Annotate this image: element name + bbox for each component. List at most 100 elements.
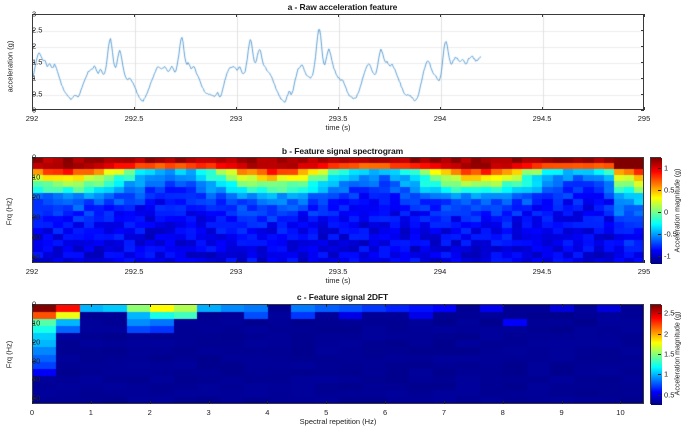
panel-b-xtick-mark xyxy=(236,260,237,263)
panel-b-xtick-mark xyxy=(134,260,135,263)
panel-c-colorbar-tick-label: 0.5 xyxy=(664,390,675,400)
panel-c-xtick-mark-top xyxy=(32,304,33,307)
panel-c-xtick-label: 3 xyxy=(206,408,211,417)
panel-c-colorbar-tick-label: 1 xyxy=(664,369,669,379)
panel-a-plot-area xyxy=(32,14,644,110)
panel-c-xtick-mark-top xyxy=(326,304,328,307)
panel-a-ytick-mark xyxy=(32,78,35,79)
panel-b-xtick-label: 293 xyxy=(229,267,243,276)
panel-c-xtick-label: 9 xyxy=(559,408,564,417)
panel-c-ylabel: Frq (Hz) xyxy=(4,340,14,369)
panel-c-ytick-mark xyxy=(32,379,35,381)
panel-c-heatmap-canvas xyxy=(33,305,643,403)
panel-c-colorbar-tick-mark xyxy=(658,354,661,355)
panel-c-xtick-mark xyxy=(267,401,269,404)
panel-a-ylabel: acceleration (g) xyxy=(5,40,15,93)
panel-c-colorbar-tick-label: 2 xyxy=(664,329,669,338)
panel-b-xtick-label: 292 xyxy=(25,267,39,276)
panel-a-xtick-label: 293 xyxy=(229,114,243,123)
panel-c-colorbar-tick-mark xyxy=(658,374,661,376)
panel-b-xtick-label: 295 xyxy=(637,267,651,276)
panel-b-xtick-label: 293.5 xyxy=(328,267,348,276)
panel-c-xtick-label: 4 xyxy=(265,408,270,417)
panel-a-ytick-mark xyxy=(641,14,644,15)
panel-a-xtick-mark xyxy=(134,107,135,110)
panel-b-heatmap-canvas xyxy=(33,158,643,262)
panel-b-ytick-mark xyxy=(32,257,35,258)
panel-c-2dft: c - Feature signal 2DFT 0102030405001234… xyxy=(0,290,685,435)
panel-b-xtick-mark xyxy=(338,260,339,263)
panel-b-xtick-mark xyxy=(32,260,33,263)
panel-b-colorbar-tick-label: -0.5 xyxy=(664,229,677,239)
panel-c-ytick-mark xyxy=(32,360,35,362)
panel-c-xtick-mark xyxy=(502,401,504,404)
panel-a-ytick-mark xyxy=(641,94,644,95)
panel-c-xtick-mark xyxy=(90,401,92,404)
panel-b-plot-area xyxy=(32,157,644,263)
panel-c-ytick-mark xyxy=(32,341,35,343)
panel-a-raw-acceleration: a - Raw acceleration feature 00.511.522.… xyxy=(0,0,685,145)
panel-a-ytick-mark xyxy=(641,110,644,111)
panel-b-ytick-mark xyxy=(32,177,35,178)
panel-c-plot-area xyxy=(32,304,644,404)
panel-b-xtick-mark xyxy=(644,260,645,263)
panel-a-ytick-mark xyxy=(32,46,35,47)
panel-c-colorbar-label: Acceleration magnitude (g) xyxy=(674,311,682,396)
panel-b-colorbar-tick-label: 0 xyxy=(664,207,669,217)
panel-a-xtick-mark xyxy=(236,107,237,110)
panel-a-xtick-mark xyxy=(440,14,441,17)
panel-b-colorbar-tick-mark xyxy=(658,212,661,214)
panel-c-xtick-mark xyxy=(32,401,33,404)
panel-c-colorbar-gradient xyxy=(651,305,662,405)
panel-a-xtick-label: 294 xyxy=(433,114,447,123)
panel-a-ytick-mark xyxy=(32,110,35,111)
panel-b-xtick-mark xyxy=(542,260,543,263)
panel-a-xtick-mark xyxy=(32,107,33,110)
panel-c-xtick-mark-top xyxy=(90,304,92,307)
panel-c-xlabel: Spectral repetition (Hz) xyxy=(299,417,377,426)
panel-b-colorbar-label: Acceleration magnitude (g) xyxy=(674,168,682,253)
panel-a-xtick-label: 292 xyxy=(25,114,39,123)
panel-c-xtick-label: 10 xyxy=(616,408,625,417)
panel-a-xtick-label: 294.5 xyxy=(532,114,552,123)
panel-c-xtick-mark-top xyxy=(385,304,387,307)
panel-a-xtick-mark xyxy=(644,14,645,17)
panel-c-colorbar-tick-mark xyxy=(658,333,661,335)
panel-c-colorbar-tick-mark xyxy=(658,394,661,396)
panel-a-ytick-mark xyxy=(32,62,35,63)
panel-a-ytick-mark xyxy=(641,62,644,63)
panel-c-xtick-mark xyxy=(208,401,210,404)
panel-a-title: a - Raw acceleration feature xyxy=(287,2,398,12)
panel-a-ytick-mark xyxy=(641,30,644,31)
panel-b-colorbar-tick-mark xyxy=(658,234,661,236)
panel-b-ytick-mark xyxy=(32,197,35,198)
panel-c-xtick-mark xyxy=(443,401,445,404)
panel-c-colorbar-tick-label: 1.5 xyxy=(664,349,675,359)
panel-a-xtick-label: 295 xyxy=(637,114,651,123)
panel-c-xtick-label: 6 xyxy=(382,408,388,417)
panel-a-ytick-mark xyxy=(641,78,644,79)
panel-b-xlabel: time (s) xyxy=(325,276,351,285)
panel-a-xtick-mark xyxy=(440,107,441,110)
panel-b-title: b - Feature signal spectrogram xyxy=(281,146,404,156)
panel-b-colorbar-gradient xyxy=(651,158,662,264)
panel-a-xtick-mark xyxy=(32,14,33,17)
panel-c-xtick-mark-top xyxy=(561,304,563,307)
panel-a-xtick-mark xyxy=(542,107,543,110)
panel-c-ytick-mark xyxy=(32,304,35,305)
panel-c-xtick-label: 0 xyxy=(29,408,35,417)
panel-b-xtick-label: 292.5 xyxy=(124,267,144,276)
panel-b-colorbar xyxy=(650,157,662,264)
panel-b-spectrogram: b - Feature signal spectrogram 010203040… xyxy=(0,145,685,290)
panel-b-xtick-label: 294 xyxy=(433,267,447,276)
panel-c-title: c - Feature signal 2DFT xyxy=(296,292,389,302)
panel-a-ytick-mark xyxy=(32,30,35,31)
panel-a-xtick-mark xyxy=(644,107,645,110)
panel-b-colorbar-tick-label: 0.5 xyxy=(664,185,675,195)
panel-c-xtick-mark-top xyxy=(267,304,269,307)
panel-c-colorbar-tick-mark xyxy=(658,313,661,315)
panel-c-xtick-mark xyxy=(620,401,622,404)
panel-b-ylabel: Frq (Hz) xyxy=(4,197,14,226)
panel-b-colorbar-tick-mark xyxy=(658,168,661,170)
panel-a-ytick-mark xyxy=(32,14,35,15)
